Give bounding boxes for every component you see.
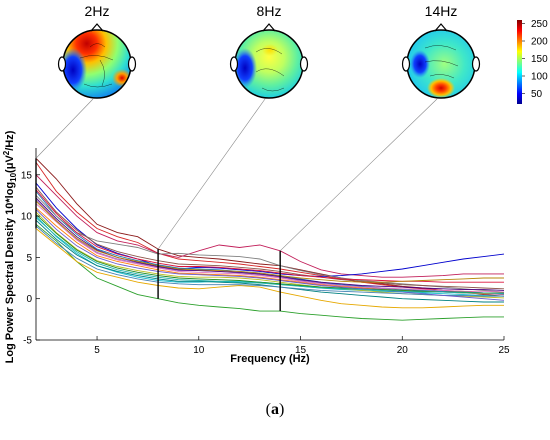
series-line-2 — [36, 162, 504, 296]
topomap-14hz — [401, 23, 481, 99]
series-line-22 — [36, 217, 504, 295]
topomap-label-14hz: 14Hz — [425, 3, 458, 19]
series-line-17 — [36, 214, 504, 294]
series-line-19 — [36, 225, 504, 297]
y-tick-label: 15 — [21, 170, 33, 181]
y-tick-label: -5 — [23, 336, 32, 347]
series-line-5 — [36, 182, 504, 277]
series-line-6 — [36, 228, 504, 309]
topomap-label-8hz: 8Hz — [257, 3, 282, 19]
topomap-8hz — [229, 23, 309, 99]
x-tick-label: 20 — [397, 345, 409, 356]
y-tick-label: 5 — [26, 253, 32, 264]
x-axis-title: Frequency (Hz) — [230, 353, 310, 365]
x-tick-label: 15 — [295, 345, 307, 356]
series-line-18 — [36, 189, 504, 283]
series-line-3 — [36, 174, 504, 278]
colorbar-tick-label: 200 — [531, 37, 548, 48]
colorbar: 50 100 150 200 250 — [517, 19, 548, 104]
y-tick-label: 10 — [21, 212, 33, 223]
topomap-label-2hz: 2Hz — [85, 3, 110, 19]
series-line-20 — [36, 200, 504, 283]
series-line-21 — [36, 209, 504, 301]
x-tick-label: 25 — [498, 345, 510, 356]
colorbar-tick-label: 250 — [531, 19, 548, 30]
figure-caption: (a) — [265, 401, 285, 418]
topomap-2hz — [57, 23, 137, 99]
marker-layer: 2Hz 8Hz 14Hz — [35, 3, 458, 312]
marker-connector-8hz — [157, 98, 266, 250]
marker-connector-14hz — [279, 98, 438, 251]
x-tick-label: 5 — [94, 345, 100, 356]
colorbar-tick-label: 150 — [531, 54, 548, 65]
series-line-4 — [36, 223, 504, 321]
colorbar-gradient — [517, 20, 522, 104]
x-tick-label: 10 — [193, 345, 205, 356]
series-line-14 — [36, 186, 504, 290]
colorbar-tick-label: 50 — [531, 89, 543, 100]
tick-layer: 5 10 15 20 25 -5 0 5 10 15 — [21, 170, 510, 356]
marker-connector-2hz — [35, 98, 94, 159]
colorbar-tick-label: 100 — [531, 72, 548, 83]
series-layer — [36, 157, 504, 321]
series-line-11 — [36, 195, 504, 293]
y-axis-title: Log Power Spectral Density 10*log10(μV2/… — [2, 130, 18, 363]
series-line-15 — [36, 203, 504, 293]
y-tick-label: 0 — [26, 294, 32, 305]
